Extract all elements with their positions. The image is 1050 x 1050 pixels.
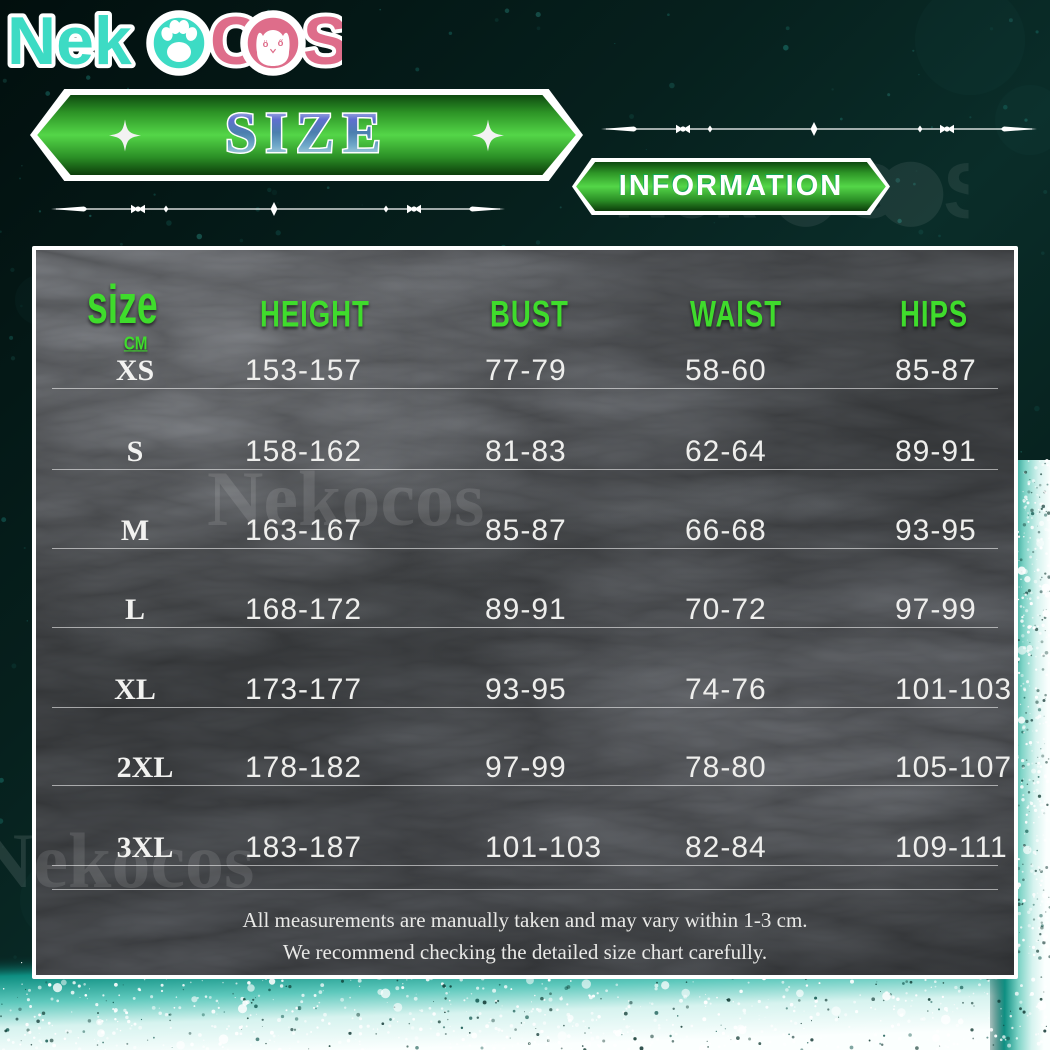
svg-text:S: S <box>943 148 968 234</box>
svg-text:ö: ö <box>263 39 269 50</box>
svg-text:S: S <box>303 3 342 79</box>
svg-text:SIZE: SIZE <box>224 102 388 165</box>
svg-text:ő: ő <box>278 38 284 49</box>
svg-text:Nek: Nek <box>7 3 132 79</box>
